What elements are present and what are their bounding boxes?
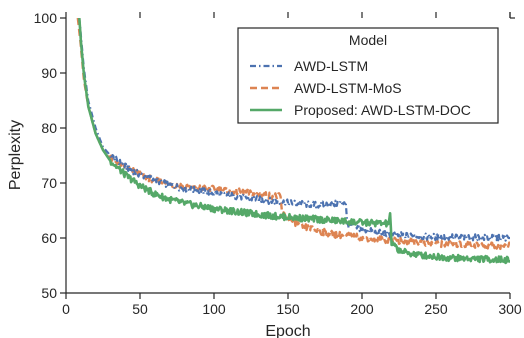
x-tick-label: 250 (424, 301, 448, 317)
series-line-proposed-awd-lstm-doc (78, 18, 510, 265)
y-axis-label: Perplexity (7, 120, 24, 190)
legend: Model AWD-LSTM AWD-LSTM-MoS Proposed: AWD-L… (237, 27, 499, 124)
x-tick-label: 150 (276, 301, 300, 317)
axes: 50 60 70 80 90 100 0 50 100 150 200 250 300 (34, 10, 522, 317)
legend-title: Model (349, 32, 387, 48)
x-tick-label: 100 (202, 301, 226, 317)
x-axis-label: Epoch (265, 323, 310, 338)
legend-box (237, 27, 499, 124)
legend-entry: Proposed: AWD-LSTM-DOC (294, 102, 471, 118)
plot-area (76, 18, 510, 265)
x-tick-label: 200 (350, 301, 374, 317)
y-tick-label: 80 (41, 120, 57, 136)
x-tick-label: 300 (498, 301, 522, 317)
x-tick-label: 50 (132, 301, 148, 317)
y-tick-label: 60 (41, 230, 57, 246)
y-tick-label: 70 (41, 175, 57, 191)
series-line-awd-lstm (78, 18, 510, 243)
y-tick-label: 100 (34, 10, 58, 26)
legend-entry: AWD-LSTM (294, 58, 368, 74)
legend-entry: AWD-LSTM-MoS (294, 80, 402, 96)
x-tick-label: 0 (62, 301, 70, 317)
y-tick-label: 50 (41, 285, 57, 301)
y-tick-label: 90 (41, 65, 57, 81)
